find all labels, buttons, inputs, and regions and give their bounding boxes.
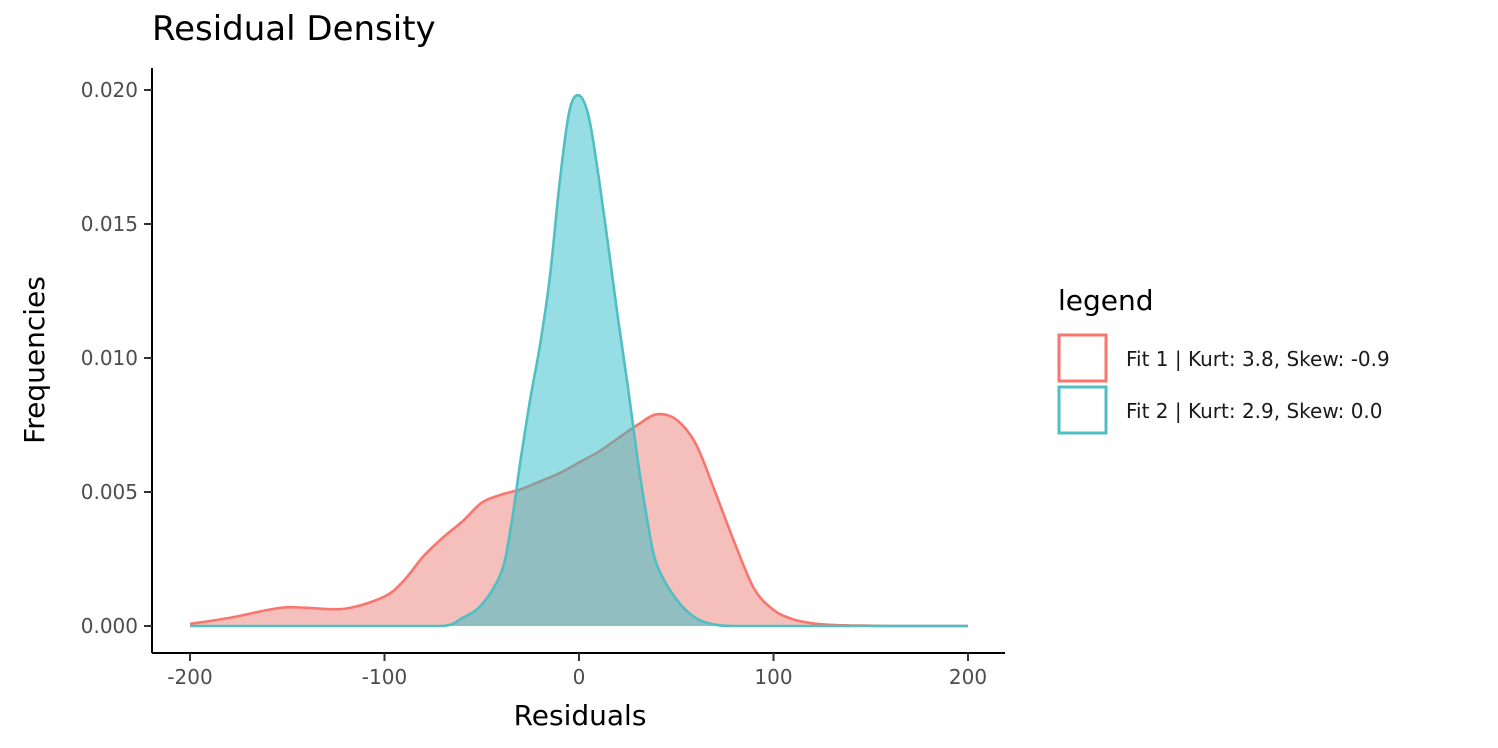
legend-label-fit-2: Fit 2 | Kurt: 2.9, Skew: 0.0 [1126, 399, 1383, 423]
legend-label-fit-1: Fit 1 | Kurt: 3.8, Skew: -0.9 [1126, 347, 1390, 371]
legend-key-fit-2 [1057, 385, 1108, 435]
x-tick-label: 200 [949, 665, 987, 689]
x-axis-title: Residuals [514, 699, 647, 732]
legend-key-fit-1 [1057, 333, 1108, 383]
density-line-fit-2 [190, 93, 968, 628]
legend: legend Fit 1 | Kurt: 3.8, Skew: -0.9 Fit … [1057, 284, 1390, 435]
legend-title: legend [1058, 284, 1154, 317]
density-areas [189, 93, 968, 628]
y-tick-label: 0.020 [81, 78, 138, 102]
x-tick-label: -100 [362, 665, 407, 689]
y-tick-label: 0.000 [81, 614, 138, 638]
x-tick-label: -200 [167, 665, 212, 689]
x-tick-label: 0 [573, 665, 586, 689]
y-tick-label: 0.015 [81, 212, 138, 236]
x-tick-label: 100 [754, 665, 792, 689]
plot-area: -200 -100 0 100 200 0.000 0.005 0.010 0.015 0.02… [81, 68, 1005, 689]
y-axis-title: Frequencies [18, 276, 51, 444]
y-tick-label: 0.005 [81, 480, 138, 504]
chart-title: Residual Density [152, 9, 436, 49]
density-area-fit-2 [190, 95, 968, 627]
y-tick-label: 0.010 [81, 346, 138, 370]
y-axis-ticks: 0.000 0.005 0.010 0.015 0.020 [81, 78, 152, 638]
x-axis-ticks: -200 -100 0 100 200 [167, 653, 987, 689]
